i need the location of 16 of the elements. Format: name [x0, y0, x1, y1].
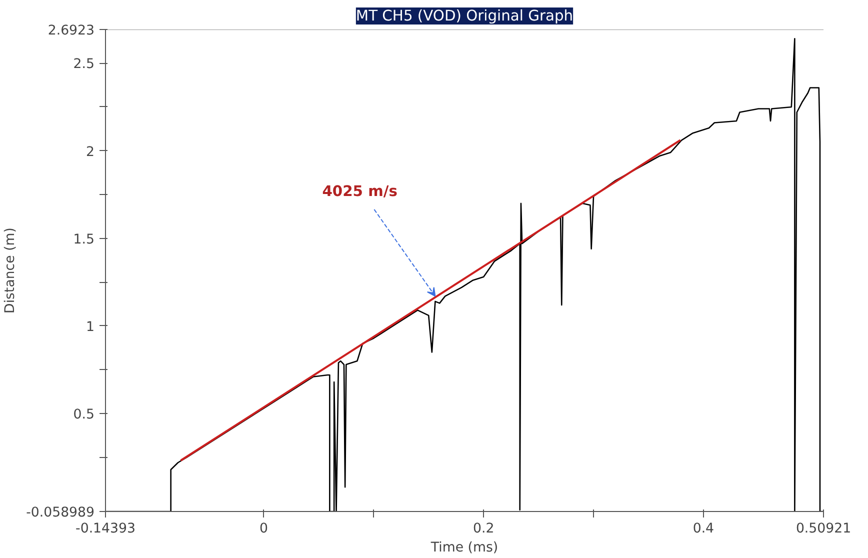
x-axis-title: Time (ms) [430, 540, 498, 556]
x-tick-label: 0.2 [472, 522, 494, 536]
y-tick-label: -0.058989 [26, 506, 94, 520]
y-tick-label: 0.5 [73, 408, 95, 423]
x-tick-label: 0.4 [692, 522, 714, 536]
annotation: 4025 m/s [322, 182, 398, 200]
y-tick-label: 2.5 [73, 57, 95, 72]
chart-title: MT CH5 (VOD) Original Graph [356, 8, 574, 24]
y-axis-title: Distance (m) [3, 228, 18, 314]
x-tick-label: 0.50921 [796, 522, 852, 536]
y-tick-label: 1.5 [73, 232, 95, 248]
y-tick-label: 2 [86, 144, 95, 160]
x-tick-label: 0 [259, 522, 268, 536]
y-tick-label: 2.6923 [48, 24, 95, 38]
y-tick-label: 1 [86, 320, 95, 335]
x-tick-label: -0.14393 [76, 522, 136, 536]
